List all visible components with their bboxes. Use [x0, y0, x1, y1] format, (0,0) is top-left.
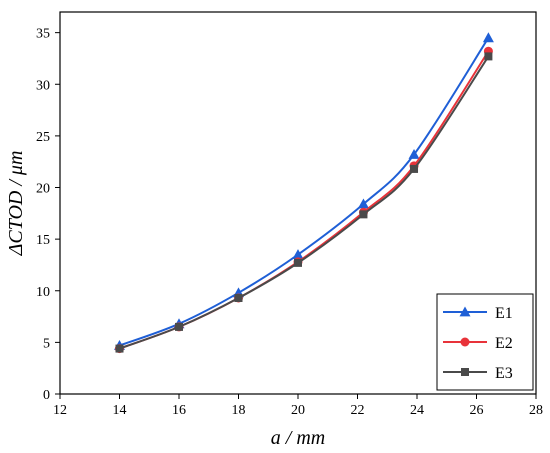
x-tick-label: 12	[53, 403, 67, 418]
series-e2	[115, 46, 493, 354]
series-line-e1	[119, 37, 490, 347]
y-tick-label: 0	[43, 388, 50, 403]
data-point-e1	[408, 148, 420, 159]
y-axis-title: ΔCTOD / μm	[5, 151, 27, 257]
legend-marker	[461, 368, 469, 376]
data-point-e3	[234, 293, 243, 302]
data-point-e1	[482, 32, 494, 43]
series-line-e3	[119, 55, 490, 350]
x-tick-label: 26	[470, 403, 484, 418]
data-point-e1	[292, 249, 304, 260]
data-point-e3	[115, 344, 124, 353]
legend-label: E2	[495, 335, 513, 352]
legend-item-e1: E1	[443, 305, 513, 322]
data-point-e3	[410, 164, 419, 173]
legend: E1 E2 E3	[436, 293, 534, 391]
series-line-e2	[119, 50, 490, 350]
legend-label: E1	[495, 305, 513, 322]
y-tick-label: 20	[36, 182, 50, 197]
data-point-e3	[294, 258, 302, 267]
y-tick-label: 30	[36, 78, 50, 93]
legend-marker	[460, 337, 470, 347]
series-e3	[115, 52, 493, 353]
x-tick-label: 14	[113, 403, 127, 418]
y-tick-label: 10	[36, 285, 50, 300]
x-tick-label: 18	[232, 403, 246, 418]
y-tick-label: 5	[43, 336, 50, 351]
y-tick-label: 35	[36, 27, 50, 42]
series-layer	[114, 32, 494, 354]
y-tick-label: 25	[36, 130, 50, 145]
legend-item-e3: E3	[443, 365, 513, 382]
legend-marker	[459, 306, 471, 317]
x-tick-label: 16	[172, 403, 186, 418]
legend-item-e2: E2	[443, 335, 513, 352]
data-point-e3	[175, 322, 183, 331]
x-axis-title: a / mm	[271, 427, 325, 449]
x-tick-label: 22	[351, 403, 365, 418]
x-tick-label: 24	[410, 403, 424, 418]
x-tick-label: 28	[529, 403, 543, 418]
data-point-e3	[484, 52, 493, 61]
data-point-e1	[357, 198, 369, 209]
data-point-e3	[359, 210, 368, 219]
legend-label: E3	[495, 365, 513, 382]
x-axis: 12 14 16 18 20 22 24 26 28	[53, 394, 543, 418]
y-axis: 0 5 10 15 20 25 30 35	[36, 27, 60, 403]
x-tick-label: 20	[291, 403, 305, 418]
y-tick-label: 15	[36, 233, 50, 248]
